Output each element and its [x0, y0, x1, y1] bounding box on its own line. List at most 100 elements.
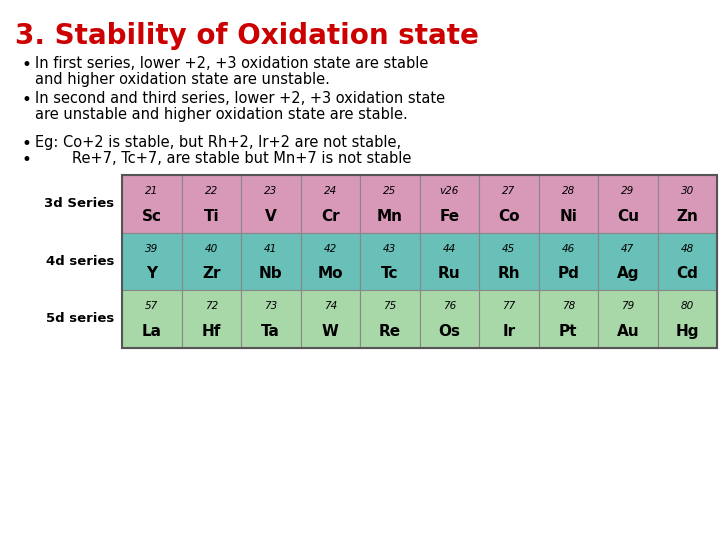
Text: Zn: Zn: [676, 209, 698, 224]
Text: 5d series: 5d series: [46, 312, 114, 325]
Bar: [181, 175, 241, 233]
Text: Ir: Ir: [502, 324, 516, 339]
Text: 75: 75: [383, 301, 397, 311]
Text: Cu: Cu: [617, 209, 639, 224]
Bar: [598, 175, 657, 233]
Bar: [122, 175, 181, 233]
Text: 78: 78: [562, 301, 575, 311]
Text: 77: 77: [502, 301, 516, 311]
Text: 30: 30: [680, 186, 694, 196]
Bar: [122, 290, 181, 348]
Text: 3. Stability of Oxidation state: 3. Stability of Oxidation state: [15, 22, 479, 50]
Text: •: •: [22, 151, 32, 169]
Text: 47: 47: [621, 244, 634, 254]
Text: Ru: Ru: [438, 266, 461, 281]
Text: Pd: Pd: [557, 266, 579, 281]
Text: Ni: Ni: [559, 209, 577, 224]
Text: v26: v26: [440, 186, 459, 196]
Text: Zr: Zr: [202, 266, 220, 281]
Bar: [479, 290, 539, 348]
Text: •: •: [22, 91, 32, 109]
Text: Eg: Co+2 is stable, but Rh+2, Ir+2 are not stable,: Eg: Co+2 is stable, but Rh+2, Ir+2 are n…: [35, 135, 401, 150]
Text: •: •: [22, 135, 32, 153]
Text: Ta: Ta: [261, 324, 280, 339]
Bar: [241, 233, 300, 290]
Bar: [598, 233, 657, 290]
Text: Co: Co: [498, 209, 520, 224]
Text: 73: 73: [264, 301, 277, 311]
Bar: [657, 175, 717, 233]
Text: 22: 22: [204, 186, 218, 196]
Text: Ag: Ag: [616, 266, 639, 281]
Text: are unstable and higher oxidation state are stable.: are unstable and higher oxidation state …: [35, 107, 408, 122]
Text: Os: Os: [438, 324, 460, 339]
Bar: [657, 233, 717, 290]
Text: Au: Au: [616, 324, 639, 339]
Text: 46: 46: [562, 244, 575, 254]
Bar: [122, 233, 181, 290]
Text: and higher oxidation state are unstable.: and higher oxidation state are unstable.: [35, 72, 330, 87]
Text: 39: 39: [145, 244, 158, 254]
Text: Tc: Tc: [381, 266, 398, 281]
Text: La: La: [142, 324, 162, 339]
Text: Y: Y: [146, 266, 157, 281]
Text: 3d Series: 3d Series: [44, 197, 114, 210]
Text: 29: 29: [621, 186, 634, 196]
Bar: [300, 175, 360, 233]
Text: 80: 80: [680, 301, 694, 311]
Bar: [420, 175, 479, 233]
Text: 57: 57: [145, 301, 158, 311]
Text: Re: Re: [379, 324, 401, 339]
Text: Cr: Cr: [321, 209, 340, 224]
Text: 72: 72: [204, 301, 218, 311]
Bar: [122, 175, 717, 348]
Text: Sc: Sc: [142, 209, 162, 224]
Bar: [241, 290, 300, 348]
Bar: [539, 290, 598, 348]
Text: Hg: Hg: [675, 324, 699, 339]
Text: Re+7, Tc+7, are stable but Mn+7 is not stable: Re+7, Tc+7, are stable but Mn+7 is not s…: [35, 151, 411, 166]
Bar: [598, 290, 657, 348]
Text: Pt: Pt: [559, 324, 577, 339]
Text: 41: 41: [264, 244, 277, 254]
Text: 21: 21: [145, 186, 158, 196]
Text: Ti: Ti: [204, 209, 219, 224]
Text: W: W: [322, 324, 338, 339]
Bar: [360, 233, 420, 290]
Bar: [300, 290, 360, 348]
Text: 79: 79: [621, 301, 634, 311]
Text: 4d series: 4d series: [45, 255, 114, 268]
Text: 48: 48: [680, 244, 694, 254]
Text: 24: 24: [323, 186, 337, 196]
Text: V: V: [265, 209, 276, 224]
Bar: [479, 175, 539, 233]
Text: Cd: Cd: [676, 266, 698, 281]
Text: 43: 43: [383, 244, 397, 254]
Text: 76: 76: [443, 301, 456, 311]
Text: 40: 40: [204, 244, 218, 254]
Bar: [360, 175, 420, 233]
Text: 25: 25: [383, 186, 397, 196]
Text: Fe: Fe: [439, 209, 459, 224]
Bar: [300, 233, 360, 290]
Bar: [657, 290, 717, 348]
Text: 74: 74: [323, 301, 337, 311]
Text: Hf: Hf: [202, 324, 221, 339]
Text: In first series, lower +2, +3 oxidation state are stable: In first series, lower +2, +3 oxidation …: [35, 56, 428, 71]
Bar: [479, 233, 539, 290]
Bar: [420, 290, 479, 348]
Bar: [539, 175, 598, 233]
Text: 45: 45: [502, 244, 516, 254]
Text: 42: 42: [323, 244, 337, 254]
Bar: [181, 290, 241, 348]
Text: 27: 27: [502, 186, 516, 196]
Bar: [241, 175, 300, 233]
Text: In second and third series, lower +2, +3 oxidation state: In second and third series, lower +2, +3…: [35, 91, 445, 106]
Text: 23: 23: [264, 186, 277, 196]
Text: 44: 44: [443, 244, 456, 254]
Text: Nb: Nb: [259, 266, 282, 281]
Bar: [360, 290, 420, 348]
Bar: [181, 233, 241, 290]
Text: 28: 28: [562, 186, 575, 196]
Text: Mn: Mn: [377, 209, 402, 224]
